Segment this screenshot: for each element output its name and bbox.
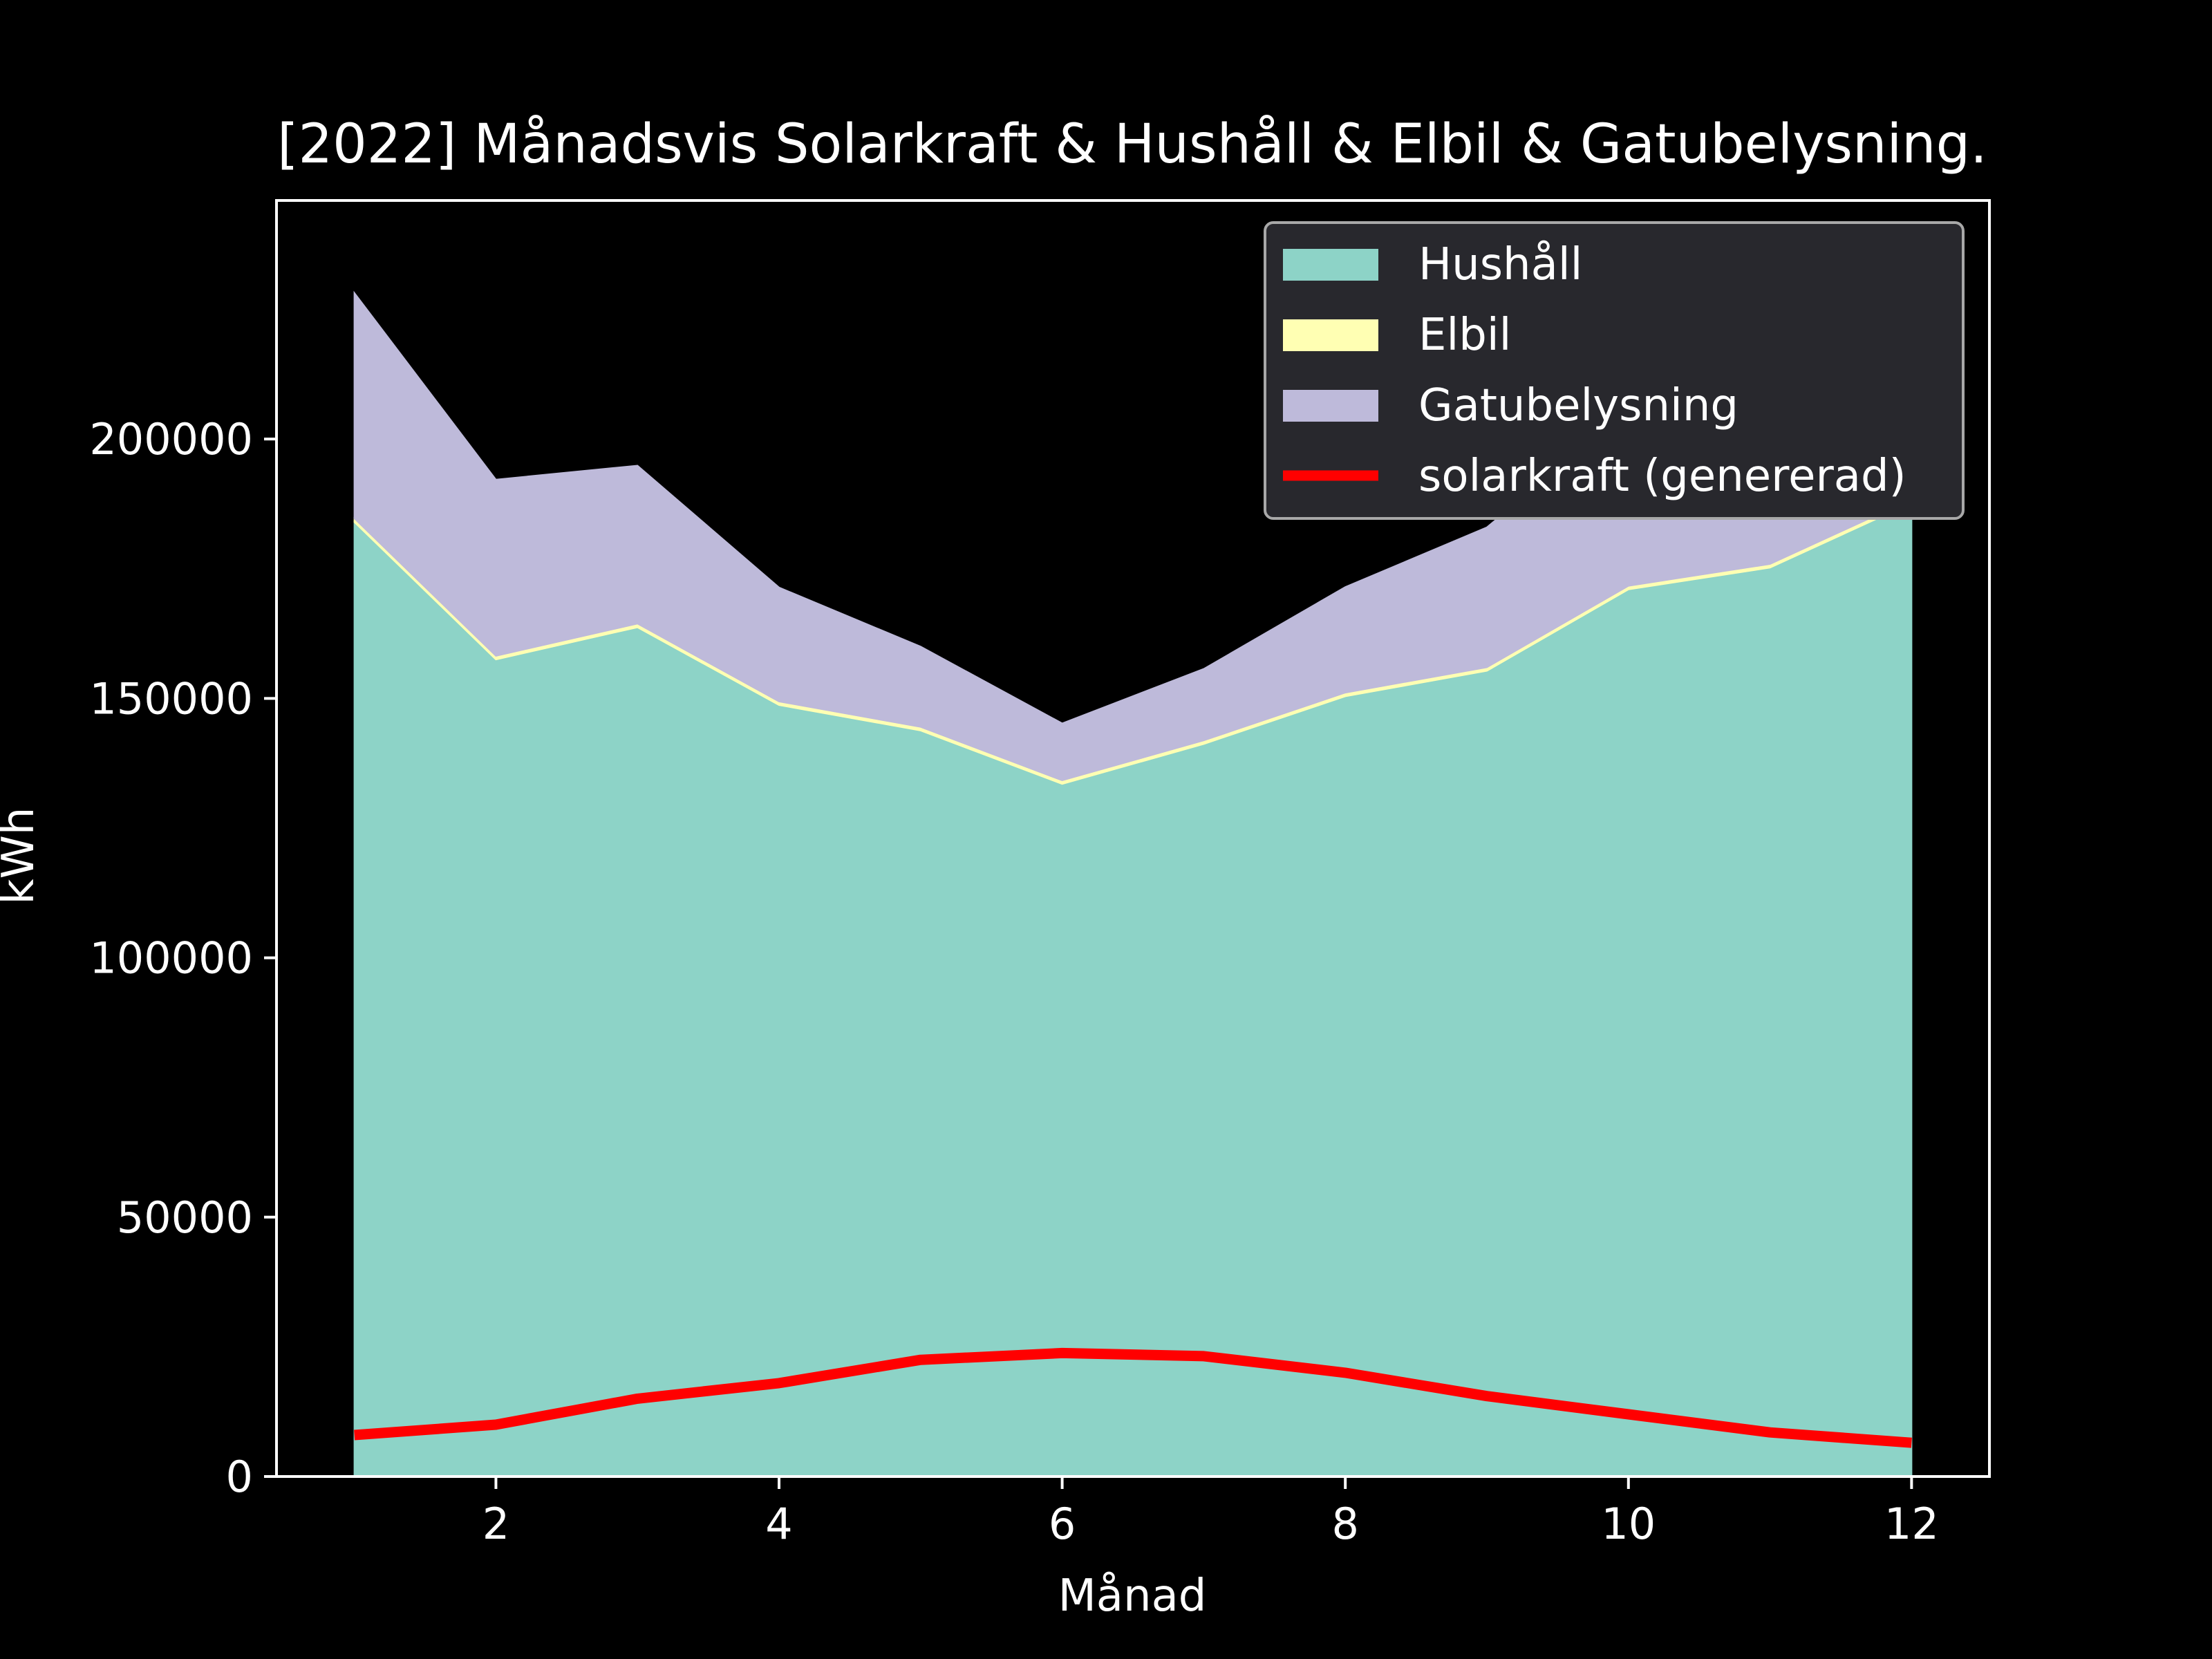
y-tick-label: 50000 [117,1192,253,1243]
legend-label-hush-ll: Hushåll [1418,239,1582,290]
x-axis-label: Månad [1058,1571,1207,1622]
line-solarkraft [354,1347,1912,1448]
y-tick-label: 100000 [89,933,253,984]
x-tick-label: 4 [765,1499,792,1549]
line-series-group [354,1347,1912,1448]
axes-frame [275,199,1991,1478]
legend: Hushåll Elbil Gatubelysning solarkraft (gen… [1264,221,1965,520]
chart-title: [2022] Månadsvis Solarkraft & Hushåll & … [277,113,1987,176]
x-tick-label: 8 [1331,1499,1358,1549]
legend-swatch-elbil [1283,319,1378,351]
legend-swatch-gatubelysning [1283,390,1378,422]
legend-swatch-hush-ll [1283,249,1378,281]
y-tick-label: 150000 [89,673,253,724]
legend-box [1264,221,1965,520]
x-tick-label: 6 [1049,1499,1076,1549]
x-tick-label: 2 [482,1499,509,1549]
x-tick-label: 12 [1884,1499,1939,1549]
y-ticks: 0 50000 100000 150000 200000 [89,414,276,1502]
x-ticks: 2 4 6 8 10 12 [482,1477,1939,1549]
y-tick-label: 200000 [89,414,253,465]
legend-label-elbil: Elbil [1418,310,1511,361]
y-tick-label: 0 [226,1452,253,1502]
legend-label-solarkraft-genererad: solarkraft (genererad) [1418,451,1906,502]
x-tick-label: 10 [1601,1499,1656,1549]
y-axis-label: kWh [0,807,44,905]
legend-label-gatubelysning: Gatubelysning [1418,380,1738,431]
